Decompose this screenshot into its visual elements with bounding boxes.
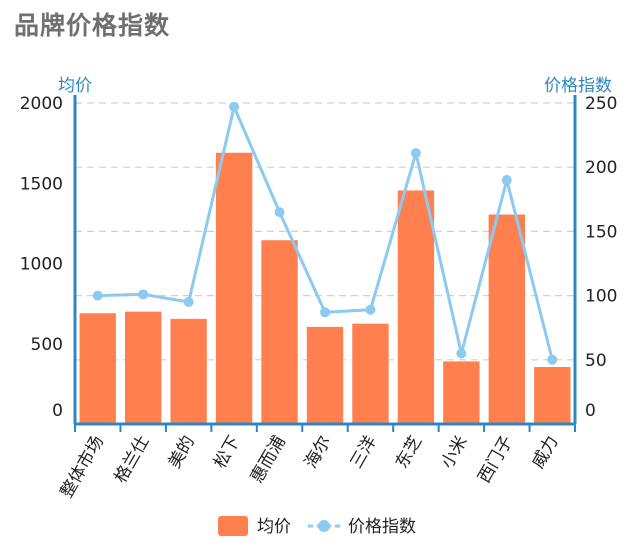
y-right-tick-label: 250 — [585, 94, 617, 114]
category-label: 小米 — [437, 433, 471, 472]
y-right-tick-label: 200 — [585, 158, 617, 178]
category-label: 美的 — [165, 433, 199, 472]
line-point — [138, 289, 149, 300]
line-point — [547, 354, 558, 365]
line-point — [456, 348, 467, 359]
bar-series — [79, 152, 571, 424]
bar — [488, 214, 525, 424]
category-label: 整体市场 — [57, 433, 108, 502]
category-label: 惠而浦 — [247, 433, 290, 487]
y-right-tick-label: 150 — [585, 222, 617, 242]
y-left-tick-label: 500 — [31, 335, 63, 355]
bar — [79, 313, 116, 424]
line-point — [229, 101, 240, 112]
legend: 均价 价格指数 — [218, 516, 416, 537]
bar — [306, 326, 344, 424]
y-right-tick-label: 100 — [585, 287, 617, 307]
category-label: 西门子 — [474, 433, 517, 487]
legend-bar-swatch — [218, 516, 248, 536]
bar — [534, 367, 571, 424]
y-left-tick-label: 1500 — [20, 174, 63, 194]
y-left-tick-label: 0 — [52, 401, 63, 421]
legend-line-marker — [318, 520, 330, 532]
line-point — [365, 304, 376, 315]
legend-bar-label: 均价 — [257, 517, 291, 537]
line-point — [183, 297, 194, 308]
bar — [215, 152, 253, 424]
line-point — [410, 148, 421, 159]
category-label: 松下 — [210, 433, 244, 472]
bar — [125, 311, 162, 424]
line-point — [501, 175, 512, 186]
tick-labels: 0 500 1000 1500 2000 0 50 100 150 200 250 均价 价格指数整体市… — [20, 76, 618, 501]
bar — [352, 323, 389, 424]
category-label: 威力 — [528, 433, 562, 472]
axes — [73, 95, 577, 432]
y-right-tick-label: 0 — [585, 401, 596, 421]
line-point — [92, 290, 103, 301]
y-left-tick-label: 2000 — [20, 94, 63, 114]
page-title: 品牌价格指数 — [14, 11, 171, 40]
category-label: 格兰仕 — [111, 433, 154, 487]
bar — [261, 240, 298, 424]
category-label: 三洋 — [346, 433, 380, 472]
y-left-tick-label: 1000 — [20, 255, 63, 275]
bar — [443, 361, 480, 424]
line-path — [97, 105, 554, 361]
line-series — [92, 101, 558, 365]
category-label: 东芝 — [392, 433, 426, 472]
bar — [170, 318, 207, 424]
y-left-axis-title: 均价 — [58, 76, 92, 96]
legend-line-label: 价格指数 — [348, 517, 416, 537]
line-point — [274, 207, 285, 218]
line-point — [320, 307, 330, 318]
bar — [397, 190, 435, 424]
y-right-tick-label: 50 — [585, 351, 607, 371]
y-right-axis-title: 价格指数 — [544, 76, 612, 96]
category-label: 海尔 — [301, 433, 335, 472]
